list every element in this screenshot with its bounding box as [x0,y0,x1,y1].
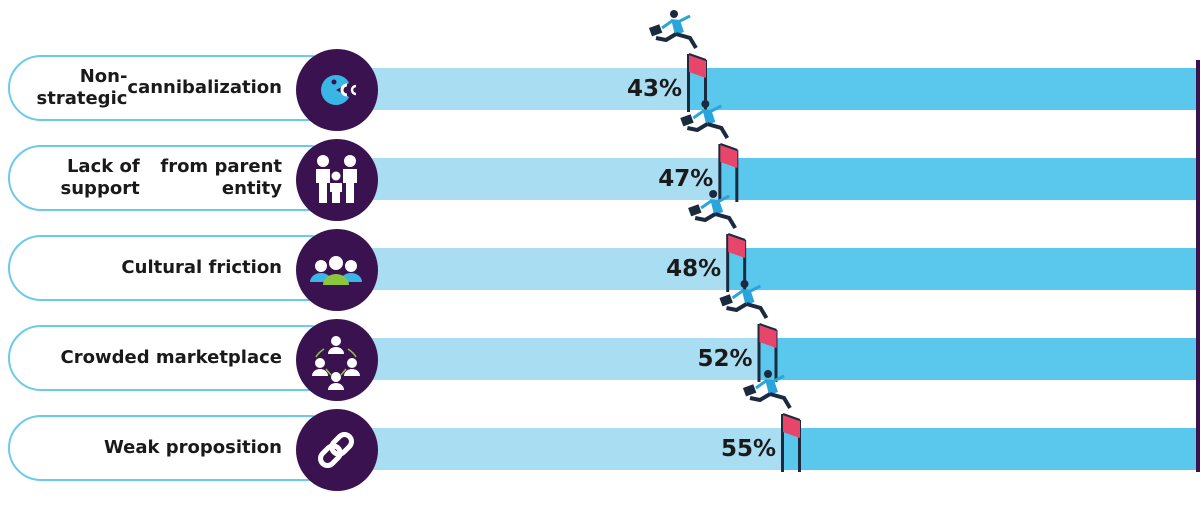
hurdle-marker [0,372,1201,512]
hurdles-chart: Non-strategic cannibalization 43% Lack of s… [0,0,1201,481]
right-axis-line [1196,60,1200,472]
chart-row: Weak proposition 55% [0,412,1201,492]
